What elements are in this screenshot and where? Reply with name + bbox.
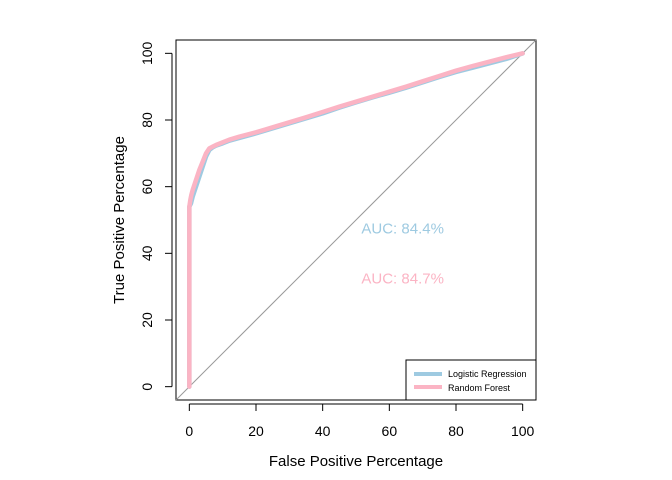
legend-label-forest: Random Forest [448,383,511,393]
reference-line-layer [175,39,537,401]
x-tick-label-5: 100 [511,423,535,439]
y-tick-label-2: 40 [139,245,155,261]
x-tick-label-4: 80 [448,423,464,439]
auc-annotation-logistic: AUC: 84.4% [361,220,444,237]
y-axis-title: True Positive Percentage [111,136,128,304]
x-tick-label-1: 20 [248,423,264,439]
legend-box [405,359,537,401]
reference-diagonal-line [175,39,537,401]
auc-annotation-forest: AUC: 84.7% [361,270,444,287]
legend: Logistic Regression Random Forest [405,359,537,401]
y-tick-label-5: 100 [139,41,155,65]
series-line-1 [187,51,525,389]
y-tick-label-4: 80 [139,112,155,128]
plot-frame [175,39,537,401]
y-tick-label-3: 60 [139,179,155,195]
x-axis: 0 20 40 60 80 100 [185,403,535,439]
y-axis: 0 20 40 60 80 100 [139,41,173,391]
x-tick-label-2: 40 [315,423,331,439]
y-tick-label-1: 20 [139,312,155,328]
annotation-layer: AUC: 84.4% AUC: 84.7% [361,220,444,287]
series-layer [187,51,525,389]
legend-label-logistic: Logistic Regression [448,369,527,379]
x-axis-title: False Positive Percentage [269,453,443,470]
y-tick-label-0: 0 [139,383,155,391]
x-tick-label-3: 60 [382,423,398,439]
x-tick-label-0: 0 [185,423,193,439]
